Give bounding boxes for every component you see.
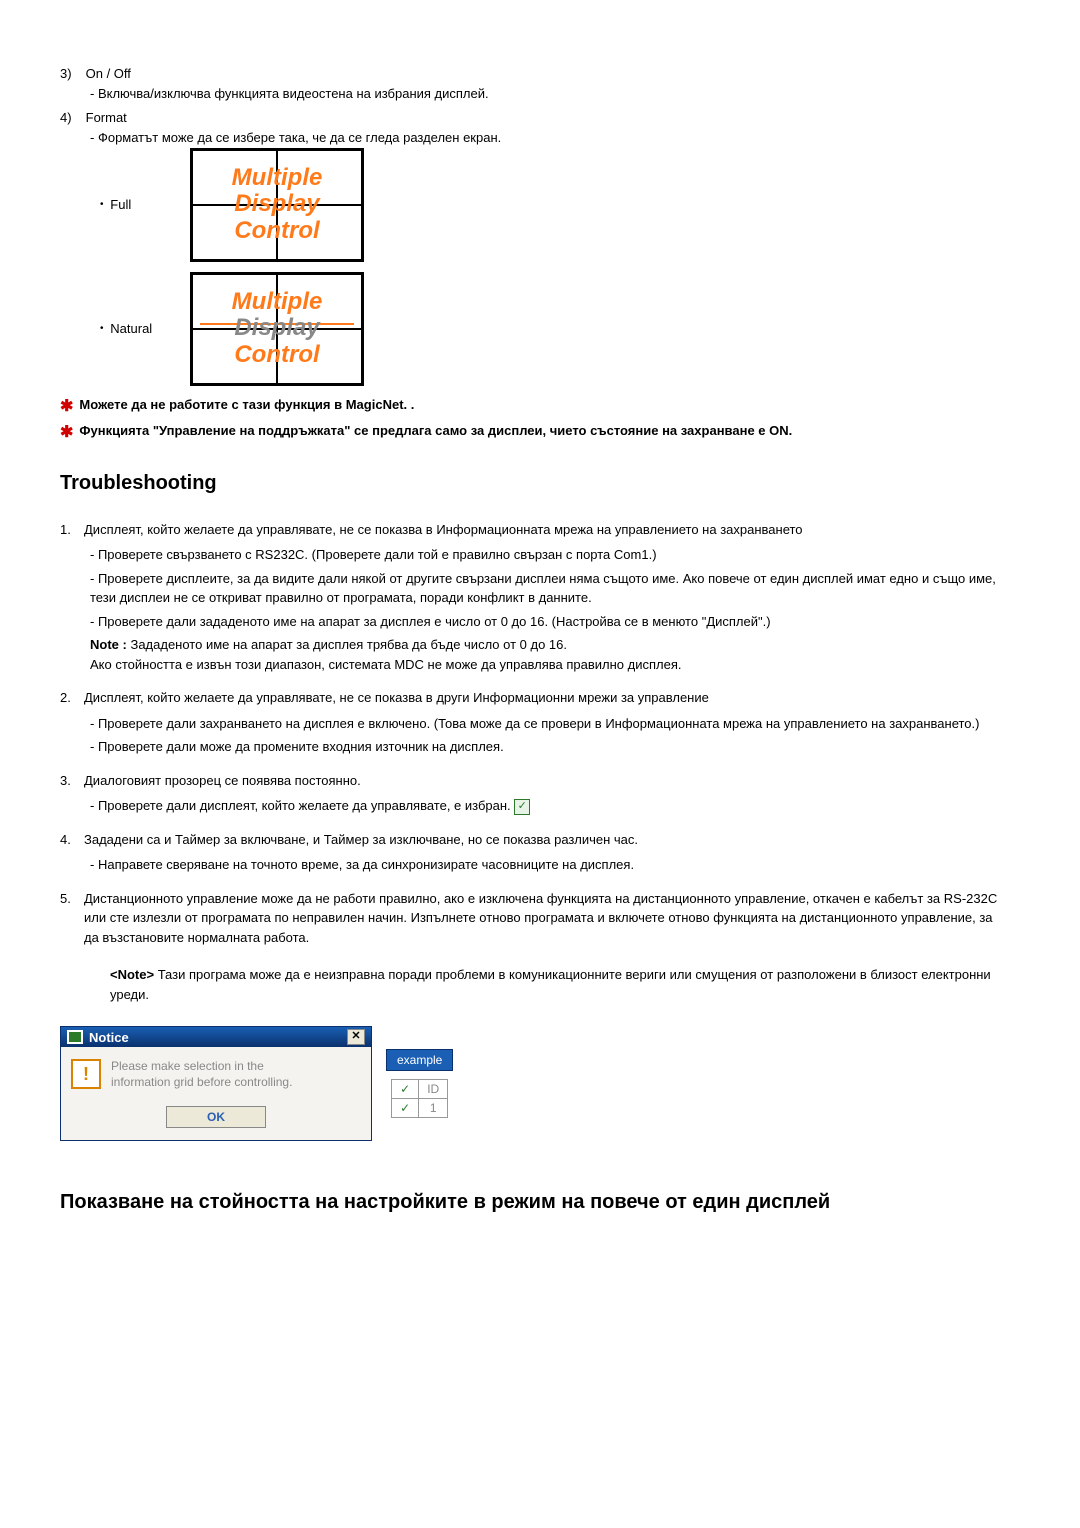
end-note-text: Тази програма може да е неизправна порад…: [110, 967, 991, 1002]
notice-row: Notice ✕ ! Please make selection in the …: [60, 1026, 1010, 1141]
item4-label: Format: [86, 110, 127, 125]
display-full-preview: Multiple Display Control: [190, 148, 364, 262]
item3-desc: Включва/изключва функцията видеостена на…: [90, 85, 1010, 104]
t1-note-label: Note :: [90, 637, 127, 652]
id-header: ID: [419, 1080, 448, 1099]
star-note-1: ✱ Можете да не работите с тази функция в…: [60, 396, 1010, 416]
t2-sub-a: Проверете дали захранването на дисплея е…: [90, 714, 1010, 734]
item3-label: On / Off: [86, 66, 131, 81]
t-item-1: 1. Дисплеят, който желаете да управляват…: [60, 520, 1010, 540]
t1-text: Дисплеят, който желаете да управлявате, …: [84, 520, 1010, 540]
format-full-label: Full: [100, 197, 190, 212]
notice-title-text: Notice: [89, 1030, 129, 1045]
star-icon: ✱: [60, 396, 73, 416]
list-item-3: 3) On / Off: [60, 66, 1010, 81]
list-item-4: 4) Format: [60, 110, 1010, 125]
t-item-2: 2. Дисплеят, който желаете да управляват…: [60, 688, 1010, 708]
app-icon: [67, 1030, 83, 1044]
t2-idx: 2.: [60, 688, 80, 708]
end-note-label: <Note>: [110, 967, 154, 982]
end-note: <Note> Тази програма може да е неизправн…: [110, 965, 1010, 1004]
notice-body: ! Please make selection in the informati…: [61, 1047, 371, 1096]
t5-text: Дистанционното управление може да не раб…: [84, 889, 1010, 948]
star-note-1-text: Можете да не работите с тази функция в M…: [79, 396, 1010, 414]
item3-num: 3): [60, 66, 82, 81]
t1-idx: 1.: [60, 520, 80, 540]
display-text-5: Display: [234, 315, 319, 341]
t1-note-text: Зададеното име на апарат за дисплея тряб…: [90, 637, 682, 672]
close-icon[interactable]: ✕: [347, 1029, 365, 1045]
notice-msg: Please make selection in the information…: [111, 1059, 292, 1090]
t-item-3: 3. Диалоговият прозорец се появява посто…: [60, 771, 1010, 791]
id-table: ✓ ID ✓ 1: [391, 1079, 448, 1118]
t3-sub-a-text: Проверете дали дисплеят, който желаете д…: [98, 798, 511, 813]
display-natural-preview: Multiple Display Control: [190, 272, 364, 386]
t2-sub-b: Проверете дали може да промените входния…: [90, 737, 1010, 757]
t3-text: Диалоговият прозорец се появява постоянн…: [84, 771, 1010, 791]
display-text-4: Multiple: [232, 289, 323, 315]
t3-idx: 3.: [60, 771, 80, 791]
id-table-check-row: ✓: [392, 1099, 419, 1118]
item4-desc: Форматът може да се избере така, че да с…: [90, 129, 1010, 148]
warning-icon: !: [71, 1059, 101, 1089]
t1-sub-a: Проверете свързването с RS232C. (Провере…: [90, 545, 1010, 565]
format-natural-label: Natural: [100, 321, 190, 336]
t-item-5: 5. Дистанционното управление може да не …: [60, 889, 1010, 948]
bottom-heading: Показване на стойността на настройките в…: [60, 1191, 1010, 1214]
display-text-2: Display: [234, 191, 319, 217]
ok-button[interactable]: OK: [166, 1106, 266, 1128]
display-text-3: Control: [234, 218, 319, 244]
notice-titlebar: Notice ✕: [61, 1027, 371, 1047]
t3-sub-a: Проверете дали дисплеят, който желаете д…: [90, 796, 1010, 816]
star-note-2: ✱ Функцията "Управление на поддръжката" …: [60, 422, 1010, 442]
star-icon: ✱: [60, 422, 73, 442]
star-note-2-text: Функцията "Управление на поддръжката" се…: [79, 422, 1010, 440]
t1-sub-b: Проверете дисплеите, за да видите дали н…: [90, 569, 1010, 608]
t1-sub-c: Проверете дали зададеното име на апарат …: [90, 612, 1010, 632]
t2-text: Дисплеят, който желаете да управлявате, …: [84, 688, 1010, 708]
id-table-check-header: ✓: [392, 1080, 419, 1099]
t4-sub-a: Направете сверяване на точното време, за…: [90, 855, 1010, 875]
format-natural-row: Natural Multiple Display Control: [100, 272, 1010, 386]
t4-idx: 4.: [60, 830, 80, 850]
item4-num: 4): [60, 110, 82, 125]
t4-text: Зададени са и Таймер за включване, и Тай…: [84, 830, 1010, 850]
notice-msg-1: Please make selection in the: [111, 1059, 292, 1075]
troubleshooting-title: Troubleshooting: [60, 472, 1010, 495]
troubleshooting-list: 1. Дисплеят, който желаете да управляват…: [60, 520, 1010, 1005]
notice-dialog: Notice ✕ ! Please make selection in the …: [60, 1026, 372, 1141]
example-label: example: [386, 1049, 453, 1071]
t-item-4: 4. Зададени са и Таймер за включване, и …: [60, 830, 1010, 850]
checkmark-icon: ✓: [514, 799, 530, 815]
display-text-1: Multiple: [232, 165, 323, 191]
example-column: example ✓ ID ✓ 1: [386, 1049, 453, 1118]
t5-idx: 5.: [60, 889, 80, 909]
format-full-row: Full Multiple Display Control: [100, 148, 1010, 262]
id-value: 1: [419, 1099, 448, 1118]
t1-note: Note : Зададеното име на апарат за диспл…: [90, 635, 1010, 674]
display-text-6: Control: [234, 342, 319, 368]
notice-msg-2: information grid before controlling.: [111, 1075, 292, 1091]
